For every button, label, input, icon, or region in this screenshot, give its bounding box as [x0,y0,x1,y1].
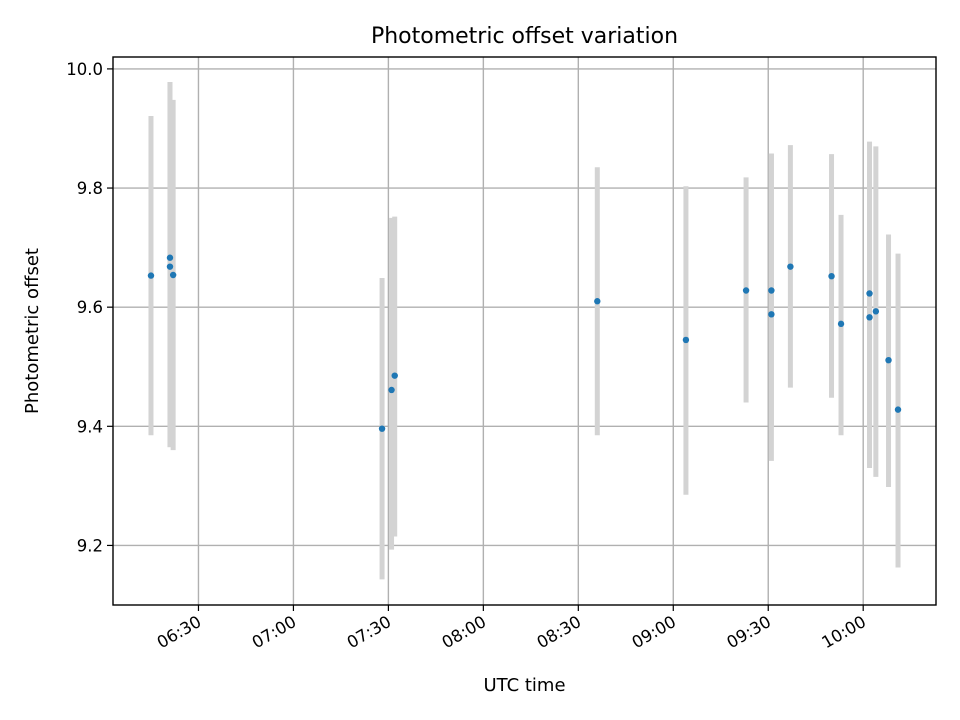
data-point [866,314,873,321]
data-point [885,356,892,364]
data-point [837,320,845,328]
data-point [682,336,690,344]
error-bars [148,82,901,580]
data-points [147,254,902,432]
data-point [388,386,395,394]
y-tick-label: 9.4 [77,417,103,436]
x-axis-ticks: 06:30 07:00 07:30 08:00 08:30 09:00 09:30 10:00 [154,605,869,652]
y-tick-label: 10.0 [66,60,103,79]
x-tick-label: 06:30 [154,612,205,652]
data-point [742,287,750,294]
data-point [768,311,775,318]
data-point [594,298,601,305]
data-point [378,425,386,432]
x-axis-label: UTC time [483,675,565,696]
data-point [894,406,902,413]
data-point [166,254,174,261]
y-tick-label: 9.6 [77,298,103,317]
data-point [872,308,880,315]
x-tick-label: 10:00 [819,612,870,652]
x-tick-label: 08:00 [439,612,490,652]
data-point [169,271,177,279]
chart-title: Photometric offset variation [371,24,678,49]
data-point [768,287,775,294]
x-tick-label: 08:30 [534,612,585,652]
data-point [866,290,873,297]
data-point [391,372,398,379]
x-tick-label: 09:00 [629,612,680,652]
y-tick-label: 9.8 [77,179,103,198]
x-tick-label: 07:00 [249,612,300,652]
x-tick-label: 09:30 [724,612,775,652]
plot-frame [112,56,937,606]
grid [113,57,936,605]
data-point [828,273,835,280]
data-point [166,263,174,270]
y-axis-label: Photometric offset [22,248,43,414]
y-axis-ticks: 9.2 9.4 9.6 9.8 10.0 [66,60,113,555]
data-point [147,272,155,279]
data-point [787,263,794,270]
x-tick-label: 07:30 [344,612,395,652]
y-tick-label: 9.2 [77,536,103,555]
